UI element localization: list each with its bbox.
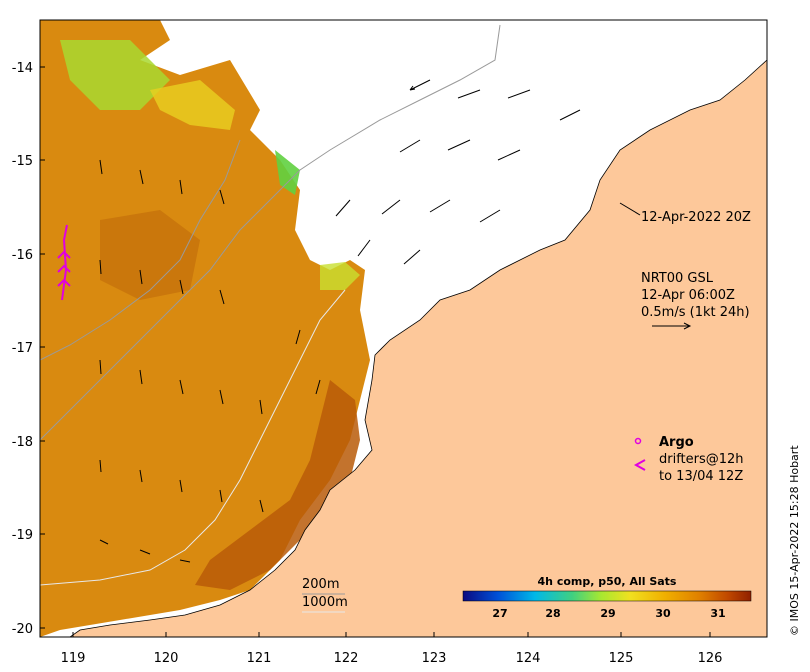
- lat-tick-label: -19: [12, 528, 33, 543]
- credit-label: © IMOS 15-Apr-2022 15:28 Hobart: [788, 445, 801, 636]
- sst-cool-patch-2: [150, 80, 235, 130]
- lon-tick-label: 125: [609, 651, 634, 666]
- sst-hot-patch: [195, 380, 360, 590]
- colorbar-tick: 27: [492, 607, 507, 620]
- lon-axis: 119 120 121 122 123 124 125 126: [61, 632, 723, 666]
- lon-tick-label: 121: [247, 651, 272, 666]
- nrt-line1: NRT00 GSL: [641, 271, 714, 286]
- isobath-outer: [40, 139, 241, 361]
- argo-label: Argo: [659, 435, 694, 450]
- timestamp-pointer: [619, 202, 641, 216]
- sst-cool-patch-4: [320, 262, 360, 290]
- depth-200-label: 200m: [302, 577, 339, 592]
- colorbar: 4h comp, p50, All Sats 27 28 29 30 31: [462, 575, 752, 620]
- drifter-line2: to 13/04 12Z: [659, 469, 743, 484]
- colorbar-title: 4h comp, p50, All Sats: [538, 575, 677, 588]
- current-vectors: [99, 79, 581, 563]
- sst-cool-patch-3: [275, 150, 300, 195]
- lon-tick-label: 120: [154, 651, 179, 666]
- sst-hot-patch-2: [100, 210, 200, 300]
- depth-1000-label: 1000m: [302, 595, 348, 610]
- isobath-200m: [40, 24, 501, 441]
- lon-tick-label: 123: [422, 651, 447, 666]
- argo-marker-icon: [634, 437, 642, 445]
- nrt-line3: 0.5m/s (1kt 24h): [641, 305, 750, 320]
- lat-tick-label: -18: [12, 435, 33, 450]
- lon-tick-label: 124: [516, 651, 541, 666]
- timestamp-label: 12-Apr-2022 20Z: [641, 210, 751, 225]
- lat-tick-label: -14: [12, 61, 33, 76]
- colorbar-tick: 31: [710, 607, 725, 620]
- colorbar-tick: 29: [600, 607, 615, 620]
- nrt-line2: 12-Apr 06:00Z: [641, 288, 735, 303]
- lat-tick-label: -17: [12, 341, 33, 356]
- lat-axis: -14 -15 -16 -17 -18 -19 -20: [12, 61, 45, 637]
- scale-arrow-icon: [652, 322, 692, 330]
- drifter-line1: drifters@12h: [659, 452, 744, 467]
- lat-tick-label: -16: [12, 248, 33, 263]
- lon-tick-label: 119: [61, 651, 86, 666]
- colorbar-tick: 28: [545, 607, 560, 620]
- colorbar-gradient: [462, 590, 752, 602]
- plot-frame: [39, 19, 768, 638]
- lon-tick-label: 126: [698, 651, 723, 666]
- lon-tick-label: 122: [334, 651, 359, 666]
- colorbar-tick: 30: [655, 607, 671, 620]
- argo-drifter-track: [57, 224, 71, 301]
- land-mass: [69, 59, 767, 637]
- drifter-marker-icon: [633, 459, 646, 471]
- lat-tick-label: -20: [12, 622, 33, 637]
- isobath-1000m: [40, 289, 346, 586]
- lat-tick-label: -15: [12, 154, 33, 169]
- sst-cool-patch: [60, 40, 170, 110]
